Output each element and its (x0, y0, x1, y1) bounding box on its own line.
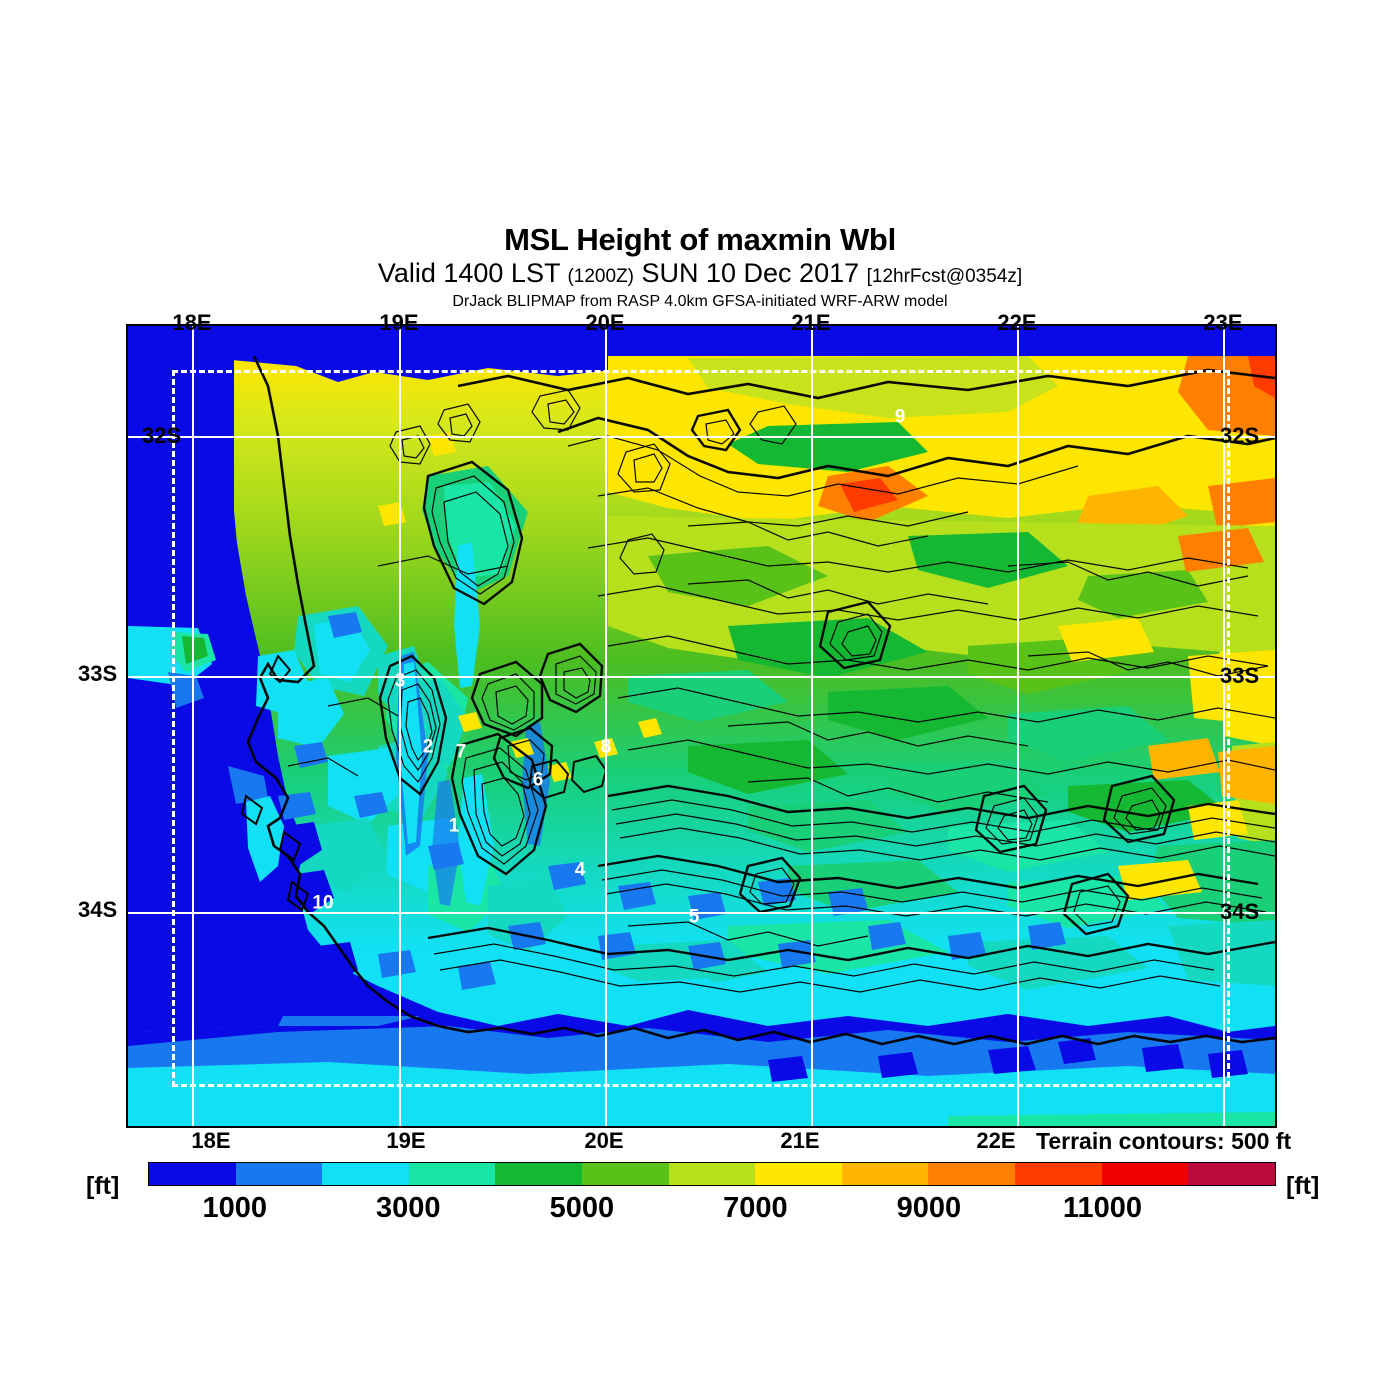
axis-bottom-label-18e: 18E (191, 1128, 231, 1153)
map-plot-frame: 1 2 3 4 5 6 7 8 9 10 32S 32S 33S 34S (126, 324, 1277, 1128)
colorbar-swatch-5 (582, 1163, 669, 1185)
page-title: MSL Height of maxmin Wbl (504, 222, 896, 257)
colorbar-tick-11000: 11000 (1062, 1192, 1142, 1224)
waypoint-marker-1: 1 (448, 815, 460, 837)
weather-field-svg (128, 326, 1275, 1126)
axis-bottom-label-20e: 20E (584, 1128, 624, 1153)
waypoint-marker-4: 4 (574, 859, 586, 881)
waypoint-marker-6: 6 (532, 769, 544, 791)
colorbar-swatch-12 (1188, 1163, 1275, 1185)
colorbar-swatch-4 (495, 1163, 583, 1185)
colorbar-swatch-1 (235, 1163, 323, 1185)
inplot-lat-32s-right: 32S (1220, 423, 1260, 448)
colorbar-swatch-3 (408, 1163, 496, 1185)
colorbar-tick-9000: 9000 (896, 1192, 962, 1224)
colorbar-swatch-2 (322, 1163, 409, 1185)
colorbar-unit-right: [ft] (1286, 1172, 1320, 1200)
axis-left-label-34s: 34S (78, 897, 118, 922)
waypoint-marker-2: 2 (422, 736, 434, 758)
waypoint-marker-3: 3 (394, 670, 406, 692)
colorbar-tick-5000: 5000 (549, 1192, 615, 1224)
title-block: MSL Height of maxmin Wbl Valid 1400 LST … (0, 222, 1400, 312)
valid-zulu: (1200Z) (567, 266, 634, 287)
colorbar-tick-7000: 7000 (723, 1192, 788, 1224)
colorbar-swatch-10 (1015, 1163, 1102, 1185)
waypoint-marker-9: 9 (894, 406, 906, 428)
waypoint-marker-10: 10 (312, 892, 334, 914)
forecast-badge: [12hrFcst@0354z] (866, 266, 1023, 287)
waypoint-marker-7: 7 (455, 741, 467, 763)
colorbar-swatch-11 (1101, 1163, 1189, 1185)
valid-prefix: Valid 1400 LST (377, 258, 568, 288)
colorbar-unit-left: [ft] (86, 1172, 120, 1200)
axis-top-label-22e: 22E (997, 310, 1037, 335)
model-source-line: DrJack BLIPMAP from RASP 4.0km GFSA-init… (452, 293, 948, 310)
inplot-lat-33s-right: 33S (1220, 663, 1260, 688)
waypoint-marker-5: 5 (688, 906, 700, 928)
colorbar-swatch-7 (755, 1163, 842, 1185)
terrain-contour-note: Terrain contours: 500 ft (1036, 1128, 1292, 1154)
axis-bottom-label-19e: 19E (386, 1128, 426, 1153)
inplot-lat-34s-right: 34S (1220, 899, 1260, 924)
map-raster: 1 2 3 4 5 6 7 8 9 10 32S 32S 33S 34S (128, 326, 1275, 1126)
colorbar (148, 1162, 1276, 1186)
valid-time-line: Valid 1400 LST (1200Z) SUN 10 Dec 2017 [… (0, 258, 1400, 292)
axis-top-label-23e: 23E (1203, 310, 1243, 335)
colorbar-swatch-0 (149, 1163, 236, 1185)
colorbar-tick-3000: 3000 (376, 1192, 441, 1224)
axis-top-label-19e: 19E (379, 310, 419, 335)
colorbar-swatch-8 (841, 1163, 929, 1185)
axis-top-label-21e: 21E (791, 310, 831, 335)
axis-top-label-18e: 18E (172, 310, 212, 335)
axis-bottom-label-21e: 21E (780, 1128, 820, 1153)
axis-left-label-33s: 33S (78, 661, 118, 686)
colorbar-swatch-6 (668, 1163, 756, 1185)
inplot-lat-32s-left: 32S (142, 423, 182, 448)
valid-suffix: SUN 10 Dec 2017 (634, 258, 867, 288)
axis-top-label-20e: 20E (585, 310, 625, 335)
colorbar-tick-1000: 1000 (202, 1192, 268, 1224)
waypoint-marker-8: 8 (600, 736, 612, 758)
colorbar-swatch-9 (928, 1163, 1016, 1185)
axis-bottom-label-22e: 22E (976, 1128, 1016, 1153)
